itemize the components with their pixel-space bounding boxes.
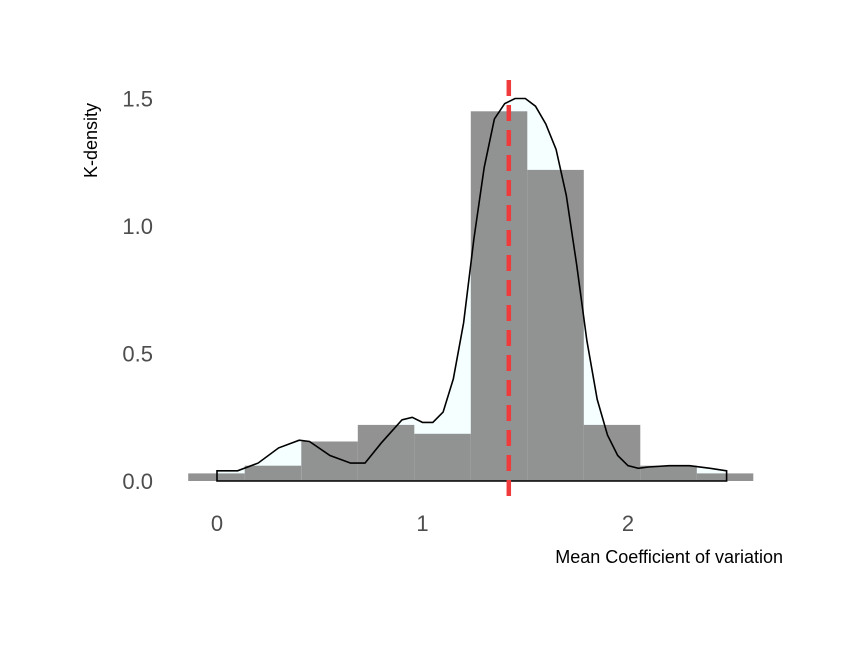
histogram-bar-8: [583, 424, 641, 481]
x-axis-title: Mean Coefficient of variation: [555, 547, 783, 567]
histogram-bar-9: [640, 465, 697, 481]
y-tick-label: 0.5: [122, 342, 153, 367]
histogram-bar-5: [414, 433, 471, 481]
x-tick-label: 2: [622, 511, 634, 536]
y-tick-label: 1.5: [122, 87, 153, 112]
density-curve-line: [216, 97, 728, 482]
x-tick-label: 0: [211, 511, 223, 536]
histogram-bar-7: [527, 169, 584, 481]
histogram-bar-3: [301, 441, 358, 481]
histogram-bar-10: [696, 473, 754, 481]
y-tick-label: 1.0: [122, 214, 153, 239]
density-curve-line-layer: [216, 97, 728, 482]
tick-labels-layer: 0 1 2 0.0 0.5 1.0 1.5: [122, 87, 634, 537]
histogram-bar-6: [470, 111, 528, 482]
histogram-bars-layer: [188, 111, 754, 482]
histogram-bar-4: [357, 424, 415, 481]
histogram-bar-2: [244, 465, 302, 481]
x-tick-label: 1: [416, 511, 428, 536]
y-axis-title: K-density: [81, 103, 101, 178]
y-tick-label: 0.0: [122, 469, 153, 494]
